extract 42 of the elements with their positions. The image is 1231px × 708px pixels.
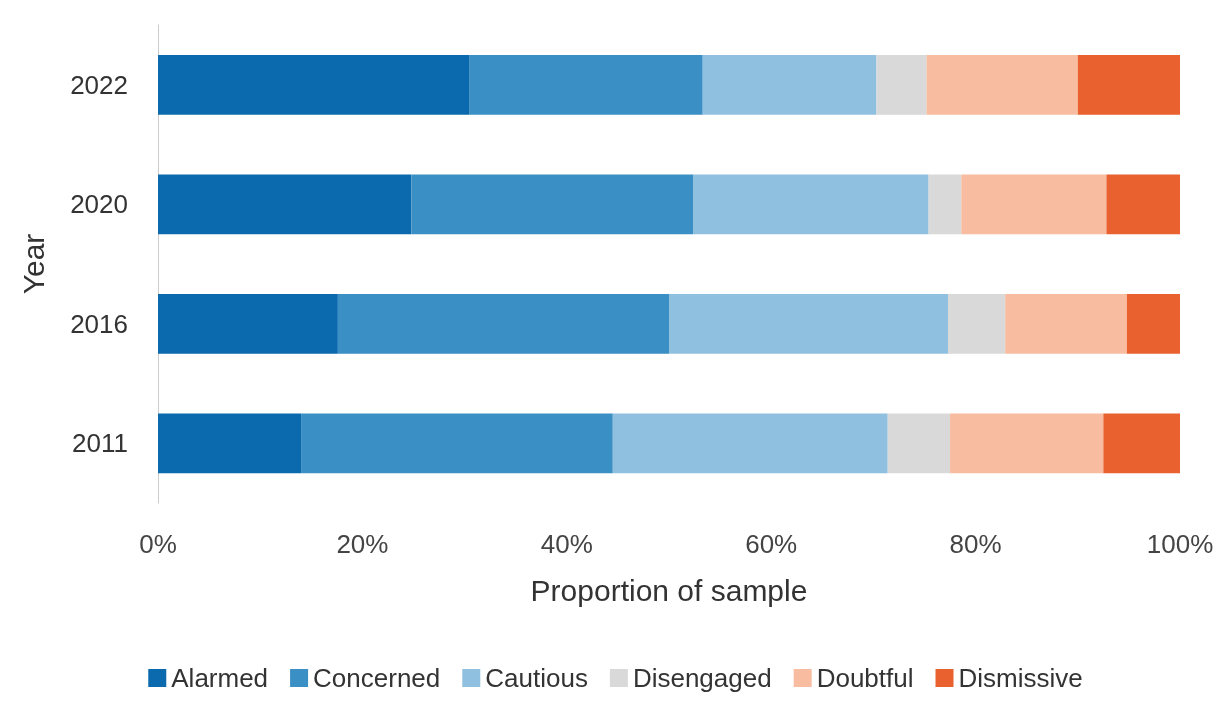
x-axis-title: Proportion of sample	[530, 573, 808, 607]
bar	[158, 413, 302, 474]
x-tick-label: 60%	[745, 529, 798, 559]
bar	[1005, 293, 1127, 354]
x-tick-label: 100%	[1146, 529, 1214, 559]
bar	[158, 293, 338, 354]
x-tick-label: 0%	[139, 529, 177, 559]
legend-label: Doubtful	[816, 663, 914, 693]
legend-label: Alarmed	[171, 663, 269, 693]
bar	[411, 174, 694, 235]
bar	[1077, 54, 1180, 115]
bar	[693, 174, 929, 235]
bar	[158, 174, 412, 235]
bar	[961, 174, 1107, 235]
bar	[301, 413, 613, 474]
bar	[158, 54, 470, 115]
legend-label: Concerned	[313, 663, 441, 693]
bar	[887, 413, 951, 474]
y-tick-label: 2022	[70, 69, 128, 100]
x-tick-label: 80%	[949, 529, 1002, 559]
bar	[1106, 174, 1180, 235]
bar	[950, 413, 1104, 474]
bar	[669, 293, 949, 354]
legend-label: Cautious	[485, 663, 588, 693]
x-tick-label: 20%	[336, 529, 389, 559]
bar	[1126, 293, 1180, 354]
bar	[928, 174, 962, 235]
y-tick-label: 2016	[70, 308, 128, 339]
x-tick-label: 40%	[540, 529, 593, 559]
bar	[612, 413, 888, 474]
y-tick-label: 2011	[72, 428, 128, 459]
bar	[876, 54, 927, 115]
y-tick-label: 2020	[70, 189, 128, 220]
bar	[702, 54, 877, 115]
legend-label: Disengaged	[632, 663, 772, 693]
bar	[926, 54, 1078, 115]
bar	[469, 54, 703, 115]
bar	[1103, 413, 1180, 474]
bar	[948, 293, 1006, 354]
legend-label: Dismissive	[958, 663, 1083, 693]
y-axis-title: Year	[16, 233, 50, 295]
bar	[337, 293, 669, 354]
